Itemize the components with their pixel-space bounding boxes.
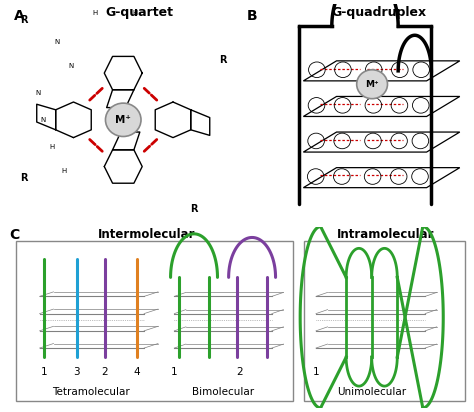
- Text: M⁺: M⁺: [115, 115, 131, 125]
- Text: H: H: [49, 143, 55, 150]
- Text: 3: 3: [73, 367, 80, 377]
- Text: N: N: [40, 117, 46, 123]
- Text: 1: 1: [41, 367, 47, 377]
- Text: 2: 2: [101, 367, 108, 377]
- Text: A: A: [14, 9, 25, 23]
- Text: 1: 1: [313, 367, 319, 377]
- Text: 2: 2: [236, 367, 243, 377]
- Text: Intermolecular: Intermolecular: [98, 228, 195, 241]
- Text: G-quartet: G-quartet: [106, 6, 174, 19]
- Polygon shape: [303, 168, 460, 188]
- Text: R: R: [191, 204, 198, 214]
- Text: N: N: [35, 90, 41, 96]
- Text: N: N: [68, 63, 74, 69]
- Text: 4: 4: [134, 367, 140, 377]
- FancyBboxPatch shape: [304, 241, 465, 400]
- Text: Bimolecular: Bimolecular: [192, 386, 254, 397]
- Text: N: N: [54, 39, 60, 45]
- Text: H: H: [61, 168, 67, 174]
- Text: Tetramolecular: Tetramolecular: [52, 386, 129, 397]
- Text: H: H: [92, 10, 98, 16]
- Text: R: R: [20, 15, 27, 25]
- Text: R: R: [20, 173, 27, 183]
- Text: G-quadruplex: G-quadruplex: [332, 6, 427, 19]
- Text: Unimolecular: Unimolecular: [337, 386, 406, 397]
- Polygon shape: [303, 96, 460, 117]
- Circle shape: [105, 103, 141, 136]
- Text: Intramolecular: Intramolecular: [337, 228, 434, 241]
- Polygon shape: [303, 61, 460, 81]
- Text: B: B: [246, 9, 257, 23]
- FancyBboxPatch shape: [16, 241, 293, 400]
- Text: H: H: [132, 10, 138, 16]
- Text: 1: 1: [171, 367, 178, 377]
- Text: C: C: [9, 228, 19, 242]
- Circle shape: [356, 70, 387, 99]
- Text: M⁺: M⁺: [365, 80, 379, 89]
- Text: R: R: [219, 55, 227, 65]
- Polygon shape: [303, 132, 460, 152]
